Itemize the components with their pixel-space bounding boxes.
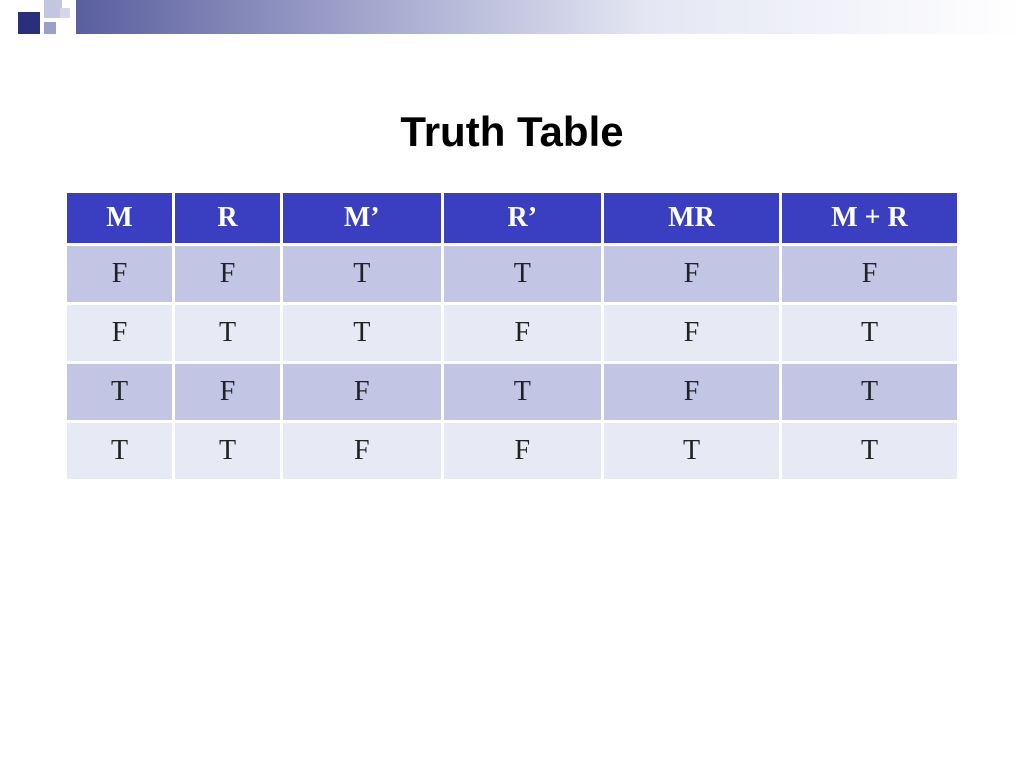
deco-square xyxy=(18,12,40,34)
table-cell: F xyxy=(604,305,779,361)
table-cell: F xyxy=(444,423,602,479)
table-cell: T xyxy=(782,364,957,420)
table-cell: F xyxy=(604,364,779,420)
table-cell: T xyxy=(67,364,172,420)
slide-header-decoration xyxy=(0,0,1024,58)
truth-table: MRM’R’MRM + R FFTTFFFTTFFTTFFTFTTTFFTT xyxy=(64,190,960,482)
table-row: FFTTFF xyxy=(67,246,957,302)
table-column-header: R’ xyxy=(444,193,602,243)
header-gradient-bar xyxy=(76,0,1024,34)
table-cell: F xyxy=(283,364,441,420)
table-cell: F xyxy=(67,246,172,302)
table-cell: F xyxy=(175,246,280,302)
page-title: Truth Table xyxy=(0,108,1024,156)
table-cell: T xyxy=(444,364,602,420)
table-row: TTFFTT xyxy=(67,423,957,479)
deco-square xyxy=(60,8,70,18)
table-row: TFFTFT xyxy=(67,364,957,420)
table-cell: T xyxy=(175,305,280,361)
table-cell: F xyxy=(444,305,602,361)
table-cell: T xyxy=(782,423,957,479)
truth-table-container: MRM’R’MRM + R FFTTFFFTTFFTTFFTFTTTFFTT xyxy=(64,190,960,482)
table-cell: T xyxy=(444,246,602,302)
table-cell: T xyxy=(283,246,441,302)
table-cell: F xyxy=(604,246,779,302)
table-column-header: M xyxy=(67,193,172,243)
table-cell: F xyxy=(782,246,957,302)
table-cell: T xyxy=(604,423,779,479)
table-cell: F xyxy=(67,305,172,361)
deco-square xyxy=(44,22,56,34)
table-column-header: M’ xyxy=(283,193,441,243)
table-cell: T xyxy=(782,305,957,361)
table-cell: F xyxy=(175,364,280,420)
table-header-row: MRM’R’MRM + R xyxy=(67,193,957,243)
table-column-header: MR xyxy=(604,193,779,243)
table-cell: T xyxy=(67,423,172,479)
table-cell: T xyxy=(283,305,441,361)
table-cell: F xyxy=(283,423,441,479)
table-column-header: R xyxy=(175,193,280,243)
table-column-header: M + R xyxy=(782,193,957,243)
table-cell: T xyxy=(175,423,280,479)
table-row: FTTFFT xyxy=(67,305,957,361)
